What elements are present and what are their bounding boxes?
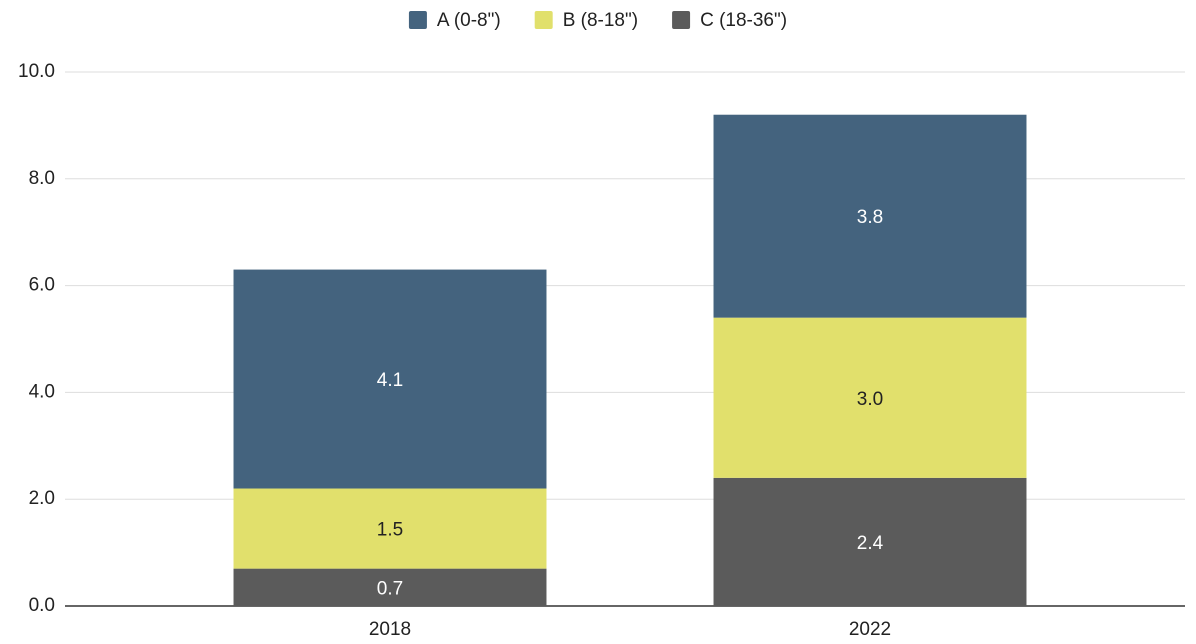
x-tick-label: 2022: [849, 619, 891, 640]
y-tick-label: 2.0: [29, 488, 55, 509]
bar-segment: [233, 269, 547, 489]
bar-segment: [233, 488, 547, 569]
bar-segment: [713, 317, 1027, 478]
data-label: 3.0: [857, 389, 883, 410]
data-label: 3.8: [857, 207, 883, 228]
y-tick-label: 6.0: [29, 275, 55, 296]
legend-swatch: [408, 11, 427, 29]
legend-label: B (8-18"): [563, 10, 638, 31]
data-label: 4.1: [377, 370, 403, 391]
legend-item: C (18-36"): [672, 10, 787, 31]
legend-item: B (8-18"): [534, 10, 638, 31]
legend-swatch: [534, 11, 553, 29]
bar-segment: [713, 477, 1027, 606]
data-label: 1.5: [377, 520, 403, 541]
bar-segment: [713, 114, 1027, 318]
legend-label: A (0-8"): [437, 10, 501, 31]
y-tick-label: 4.0: [29, 381, 55, 402]
y-tick-label: 10.0: [18, 61, 55, 82]
data-label: 0.7: [377, 578, 403, 599]
legend-swatch: [672, 11, 691, 29]
y-tick-label: 0.0: [29, 595, 55, 616]
x-tick-label: 2018: [369, 619, 411, 640]
legend-item: A (0-8"): [408, 10, 501, 31]
data-label: 2.4: [857, 533, 884, 554]
y-tick-label: 8.0: [29, 168, 55, 189]
legend-label: C (18-36"): [700, 10, 787, 31]
bar-segment: [233, 568, 547, 606]
